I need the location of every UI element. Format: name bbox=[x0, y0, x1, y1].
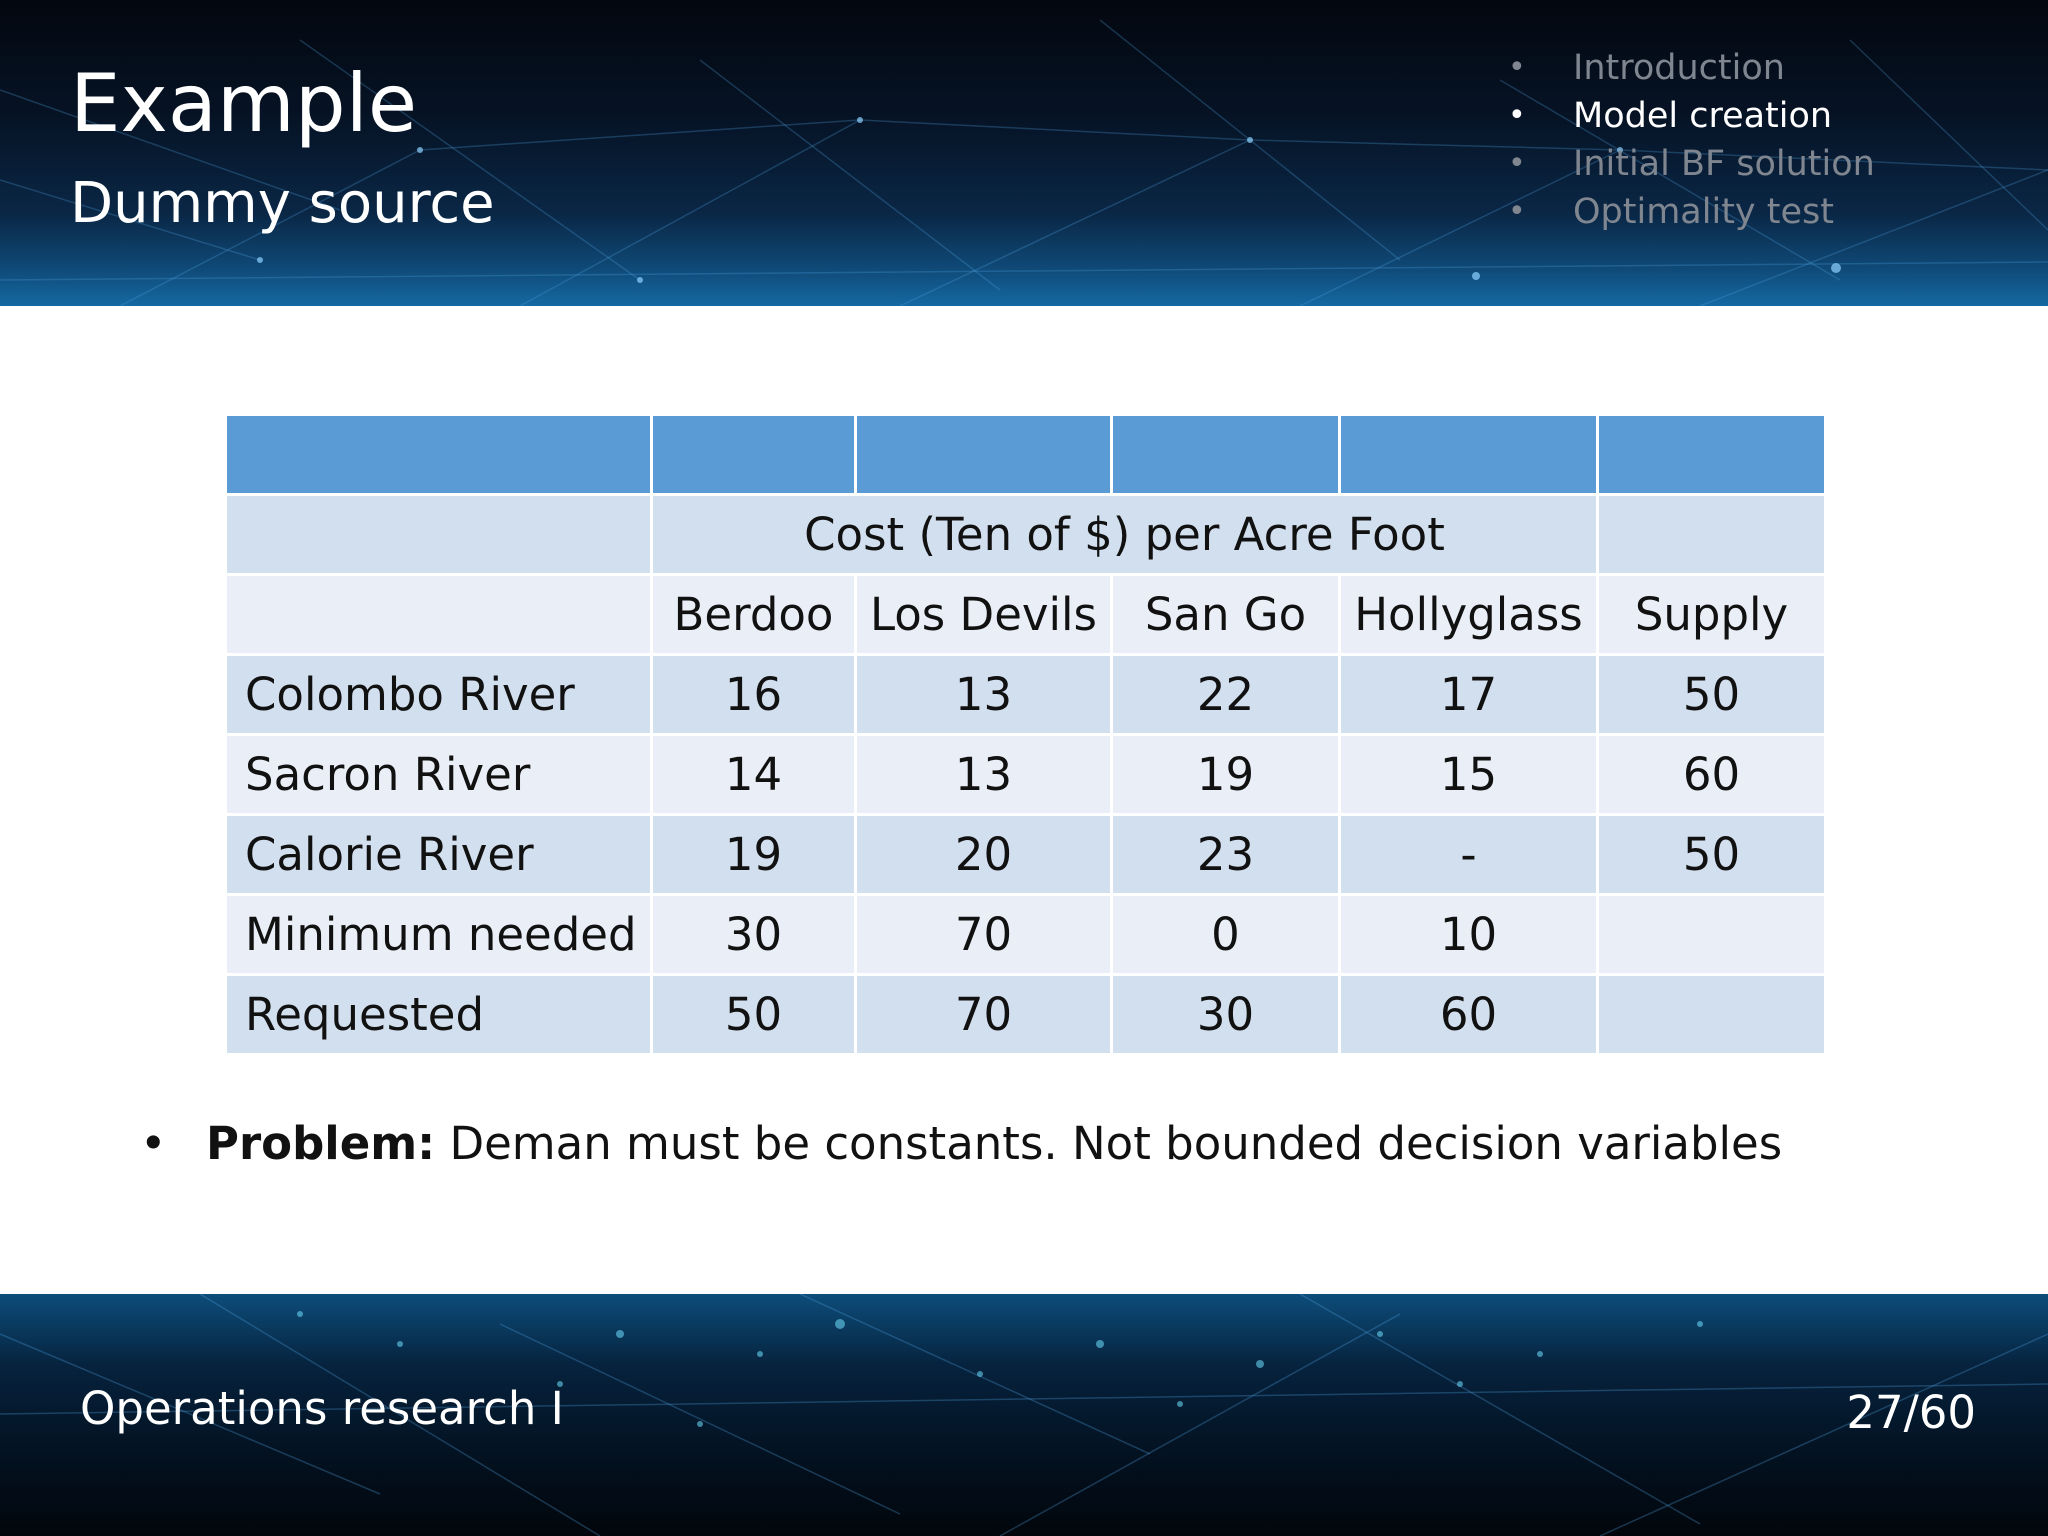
course-name: Operations research I bbox=[80, 1382, 564, 1435]
table-cell bbox=[224, 493, 653, 576]
table-cell: 15 bbox=[1338, 733, 1599, 816]
table-cell: 23 bbox=[1110, 813, 1341, 896]
row-label: Sacron River bbox=[224, 733, 653, 816]
table-group-header-row: Cost (Ten of $) per Acre Foot bbox=[224, 493, 1827, 576]
table-cell: 50 bbox=[650, 973, 857, 1056]
city-lights-background-image bbox=[0, 1294, 2048, 1536]
column-header-hollyglass: Hollyglass bbox=[1338, 573, 1599, 656]
table-cell: - bbox=[1338, 813, 1599, 896]
agenda-item-introduction: Introduction bbox=[1508, 44, 1875, 92]
row-label: Colombo River bbox=[224, 653, 653, 736]
problem-note: • Problem: Deman must be constants. Not b… bbox=[140, 1112, 1782, 1176]
table-cell: 60 bbox=[1596, 733, 1827, 816]
table-cell: 19 bbox=[650, 813, 857, 896]
row-label: Minimum needed bbox=[224, 893, 653, 976]
table-cell bbox=[1596, 413, 1827, 496]
column-header-los-devils: Los Devils bbox=[854, 573, 1113, 656]
problem-label: Problem: bbox=[206, 1117, 436, 1170]
page-number: 27/60 bbox=[1846, 1386, 1976, 1439]
table-cell: 19 bbox=[1110, 733, 1341, 816]
table-cell: 22 bbox=[1110, 653, 1341, 736]
table-cell: 70 bbox=[854, 973, 1113, 1056]
column-header-berdoo: Berdoo bbox=[650, 573, 857, 656]
table-cell: 70 bbox=[854, 893, 1113, 976]
table-cell bbox=[1110, 413, 1341, 496]
table-cell: 16 bbox=[650, 653, 857, 736]
table-cell: 13 bbox=[854, 653, 1113, 736]
table-cell: 50 bbox=[1596, 813, 1827, 896]
column-header-san-go: San Go bbox=[1110, 573, 1341, 656]
table-row: Requested 50 70 30 60 bbox=[224, 973, 1827, 1056]
table-cell bbox=[1596, 493, 1827, 576]
table-row: Calorie River 19 20 23 - 50 bbox=[224, 813, 1827, 896]
table-cell: 10 bbox=[1338, 893, 1599, 976]
cost-table-container: Cost (Ten of $) per Acre Foot Berdoo Los… bbox=[224, 413, 1827, 1056]
table-row: Colombo River 16 13 22 17 50 bbox=[224, 653, 1827, 736]
table-cell: 14 bbox=[650, 733, 857, 816]
table-cell: 13 bbox=[854, 733, 1113, 816]
table-cell: 0 bbox=[1110, 893, 1341, 976]
agenda-item-optimality-test: Optimality test bbox=[1508, 188, 1875, 236]
table-cell: 50 bbox=[1596, 653, 1827, 736]
table-row: Sacron River 14 13 19 15 60 bbox=[224, 733, 1827, 816]
table-cell: 60 bbox=[1338, 973, 1599, 1056]
header-banner: Example Dummy source Introduction Model … bbox=[0, 0, 2048, 306]
agenda-item-model-creation: Model creation bbox=[1508, 92, 1875, 140]
table-cell: 30 bbox=[650, 893, 857, 976]
slide-title: Example bbox=[70, 57, 418, 150]
table-row: Minimum needed 30 70 0 10 bbox=[224, 893, 1827, 976]
table-cell bbox=[1338, 413, 1599, 496]
column-header-supply: Supply bbox=[1596, 573, 1827, 656]
table-cell bbox=[650, 413, 857, 496]
cost-group-header: Cost (Ten of $) per Acre Foot bbox=[650, 493, 1599, 576]
table-cell bbox=[224, 413, 653, 496]
table-column-header-row: Berdoo Los Devils San Go Hollyglass Supp… bbox=[224, 573, 1827, 656]
table-cell: 17 bbox=[1338, 653, 1599, 736]
bullet-icon: • bbox=[140, 1117, 167, 1170]
table-cell bbox=[854, 413, 1113, 496]
row-label: Requested bbox=[224, 973, 653, 1056]
table-header-band bbox=[224, 413, 1827, 496]
row-label: Calorie River bbox=[224, 813, 653, 896]
table-cell: 20 bbox=[854, 813, 1113, 896]
table-cell bbox=[1596, 893, 1827, 976]
footer-banner: Operations research I 27/60 bbox=[0, 1294, 2048, 1536]
problem-text: Deman must be constants. Not bounded dec… bbox=[435, 1117, 1783, 1170]
table-cell bbox=[1596, 973, 1827, 1056]
slide-subtitle: Dummy source bbox=[70, 171, 495, 236]
table-cell: 30 bbox=[1110, 973, 1341, 1056]
cost-table: Cost (Ten of $) per Acre Foot Berdoo Los… bbox=[224, 413, 1827, 1056]
agenda-list: Introduction Model creation Initial BF s… bbox=[1508, 44, 1875, 236]
table-cell bbox=[224, 573, 653, 656]
agenda-item-initial-bf-solution: Initial BF solution bbox=[1508, 140, 1875, 188]
